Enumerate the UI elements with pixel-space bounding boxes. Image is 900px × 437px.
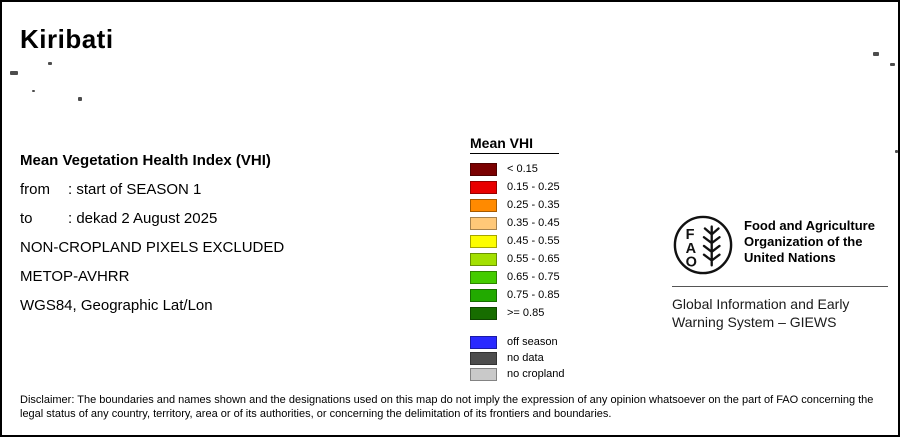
wheat-ear-icon (702, 225, 721, 267)
legend-swatch (470, 180, 497, 194)
legend: Mean VHI < 0.15 0.15 - 0.25 0.25 - 0.35 0.3… (470, 135, 565, 382)
org-block: F A O Food and Agriculture Organization … (672, 214, 890, 331)
legend-swatch (470, 306, 497, 320)
island-speck (78, 97, 82, 101)
legend-label: 0.55 - 0.65 (507, 253, 560, 265)
map-info-text: WGS84, Geographic Lat/Lon (20, 297, 213, 314)
legend-swatch (470, 216, 497, 230)
island-speck (873, 52, 879, 56)
map-info-line: from : start of SEASON 1 (20, 175, 284, 204)
giews-text: Global Information and Early Warning Sys… (672, 296, 850, 330)
org-name: Food and Agriculture Organization of the… (744, 218, 875, 265)
org-top: F A O Food and Agriculture Organization … (672, 214, 890, 276)
island-speck (10, 71, 18, 75)
legend-label: 0.45 - 0.55 (507, 235, 560, 247)
legend-label: 0.15 - 0.25 (507, 181, 560, 193)
legend-swatch (470, 270, 497, 284)
map-info-line: WGS84, Geographic Lat/Lon (20, 291, 284, 320)
legend-label: < 0.15 (507, 163, 538, 175)
legend-swatch (470, 162, 497, 176)
legend-extra: off season no data no cropland (470, 334, 565, 382)
legend-row: no data (470, 350, 565, 366)
legend-row: 0.55 - 0.65 (470, 250, 565, 268)
island-speck (890, 63, 895, 66)
legend-label: no cropland (507, 368, 565, 380)
legend-row: off season (470, 334, 565, 350)
legend-swatch (470, 335, 497, 349)
legend-classes: < 0.15 0.15 - 0.25 0.25 - 0.35 0.35 - 0.45 0… (470, 160, 565, 322)
disclaimer: Disclaimer: The boundaries and names sho… (20, 394, 874, 420)
svg-text:O: O (686, 254, 697, 270)
legend-label: 0.25 - 0.35 (507, 199, 560, 211)
legend-row: 0.65 - 0.75 (470, 268, 565, 286)
svg-text:F: F (686, 227, 695, 243)
legend-swatch (470, 252, 497, 266)
vhi-heading: Mean Vegetation Health Index (VHI) (20, 152, 271, 169)
island-speck (895, 150, 898, 153)
legend-swatch (470, 351, 497, 365)
legend-row: 0.45 - 0.55 (470, 232, 565, 250)
legend-row: no cropland (470, 366, 565, 382)
legend-label: >= 0.85 (507, 307, 545, 319)
map-info-text: NON-CROPLAND PIXELS EXCLUDED (20, 239, 285, 256)
map-info-text: : dekad 2 August 2025 (68, 210, 218, 227)
map-info-label: to (20, 210, 33, 227)
legend-label: 0.65 - 0.75 (507, 271, 560, 283)
legend-label: off season (507, 336, 558, 348)
map-info-rows: from : start of SEASON 1 to : dekad 2 Augus… (20, 175, 284, 320)
legend-title: Mean VHI (470, 135, 560, 154)
legend-label: 0.75 - 0.85 (507, 289, 560, 301)
legend-label: 0.35 - 0.45 (507, 217, 560, 229)
legend-swatch (470, 198, 497, 212)
svg-text:A: A (686, 241, 697, 257)
map-info-block: Mean Vegetation Health Index (VHI) from:… (20, 146, 284, 320)
legend-row: < 0.15 (470, 160, 565, 178)
map-info-line: NON-CROPLAND PIXELS EXCLUDED (20, 233, 284, 262)
map-info-label: from (20, 181, 50, 198)
map-title: Kiribati (20, 24, 114, 54)
fao-logo-icon: F A O (673, 215, 733, 275)
map-info-line: to : dekad 2 August 2025 (20, 204, 284, 233)
map-info-text: METOP-AVHRR (20, 268, 130, 285)
legend-row: 0.25 - 0.35 (470, 196, 565, 214)
legend-label: no data (507, 352, 544, 364)
island-speck (32, 90, 35, 92)
map-info-text: : start of SEASON 1 (68, 181, 202, 198)
legend-row: 0.35 - 0.45 (470, 214, 565, 232)
map-info-line: METOP-AVHRR (20, 262, 284, 291)
legend-row: 0.15 - 0.25 (470, 178, 565, 196)
legend-swatch (470, 234, 497, 248)
org-divider (672, 286, 888, 287)
legend-row: 0.75 - 0.85 (470, 286, 565, 304)
legend-row: >= 0.85 (470, 304, 565, 322)
legend-swatch (470, 288, 497, 302)
legend-swatch (470, 367, 497, 381)
island-speck (48, 62, 52, 65)
